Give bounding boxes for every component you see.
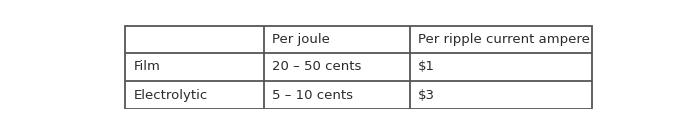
Text: Per joule: Per joule bbox=[272, 33, 330, 46]
Text: 5 – 10 cents: 5 – 10 cents bbox=[272, 89, 353, 102]
Text: Electrolytic: Electrolytic bbox=[134, 89, 208, 102]
Text: $1: $1 bbox=[418, 60, 435, 73]
Text: 20 – 50 cents: 20 – 50 cents bbox=[272, 60, 361, 73]
Text: $3: $3 bbox=[418, 89, 435, 102]
Text: Per ripple current ampere: Per ripple current ampere bbox=[418, 33, 590, 46]
Bar bbox=[125, 26, 592, 109]
Text: Film: Film bbox=[134, 60, 160, 73]
